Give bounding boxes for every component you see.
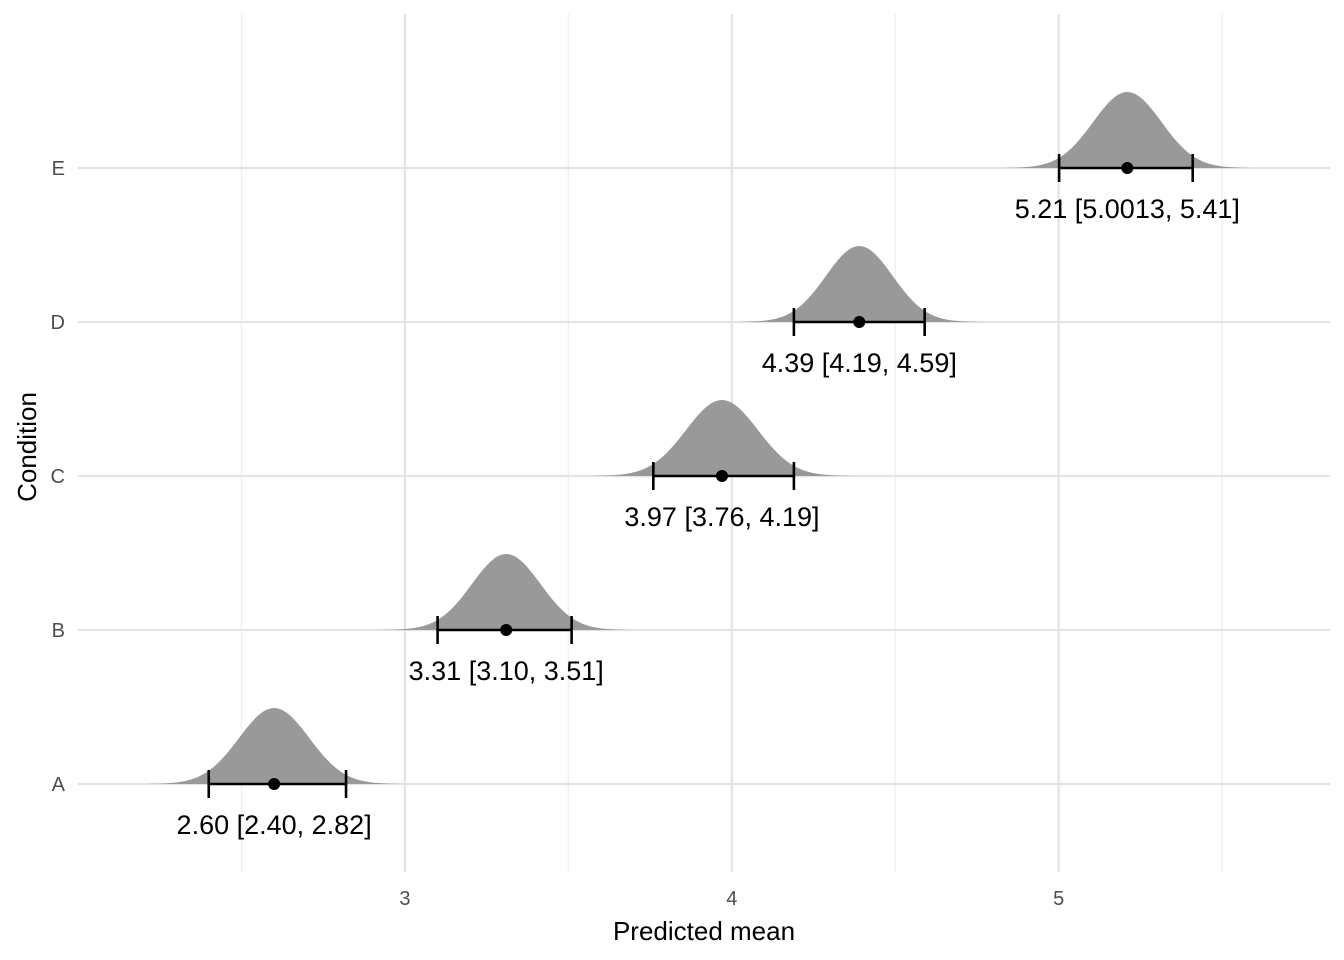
x-axis-title: Predicted mean (613, 916, 795, 946)
y-tick-label: A (52, 774, 66, 796)
density-C (592, 400, 852, 476)
interval-label-D: 4.39 [4.19, 4.59] (762, 348, 957, 378)
x-tick-label: 5 (1053, 888, 1064, 910)
density-layer (148, 92, 1251, 784)
interval-label-E: 5.21 [5.0013, 5.41] (1015, 194, 1240, 224)
density-D (739, 246, 980, 322)
x-tick-label: 4 (726, 888, 737, 910)
y-axis-title: Condition (12, 392, 42, 502)
x-tick-label: 3 (399, 888, 410, 910)
mean-point-C (715, 470, 728, 482)
interval-label-layer: 2.60 [2.40, 2.82] 3.31 [3.10, 3.51] 3.97 [… (177, 194, 1240, 840)
mean-point-A (268, 778, 281, 790)
density-B (383, 554, 630, 630)
interval-label-C: 3.97 [3.76, 4.19] (624, 502, 819, 532)
x-axis-ticks: 3 4 5 (399, 888, 1064, 910)
density-A (148, 708, 401, 784)
y-tick-label: E (52, 158, 65, 180)
interval-layer (207, 154, 1195, 798)
mean-point-B (500, 624, 513, 636)
y-tick-label: D (51, 312, 65, 334)
density-E (1004, 92, 1251, 168)
mean-point-D (853, 316, 866, 328)
mean-point-E (1121, 162, 1134, 174)
y-tick-label: C (51, 466, 65, 488)
interval-label-A: 2.60 [2.40, 2.82] (177, 810, 372, 840)
interval-label-B: 3.31 [3.10, 3.51] (409, 656, 604, 686)
y-axis-ticks: A B C D E (51, 158, 66, 796)
y-tick-label: B (52, 620, 65, 642)
